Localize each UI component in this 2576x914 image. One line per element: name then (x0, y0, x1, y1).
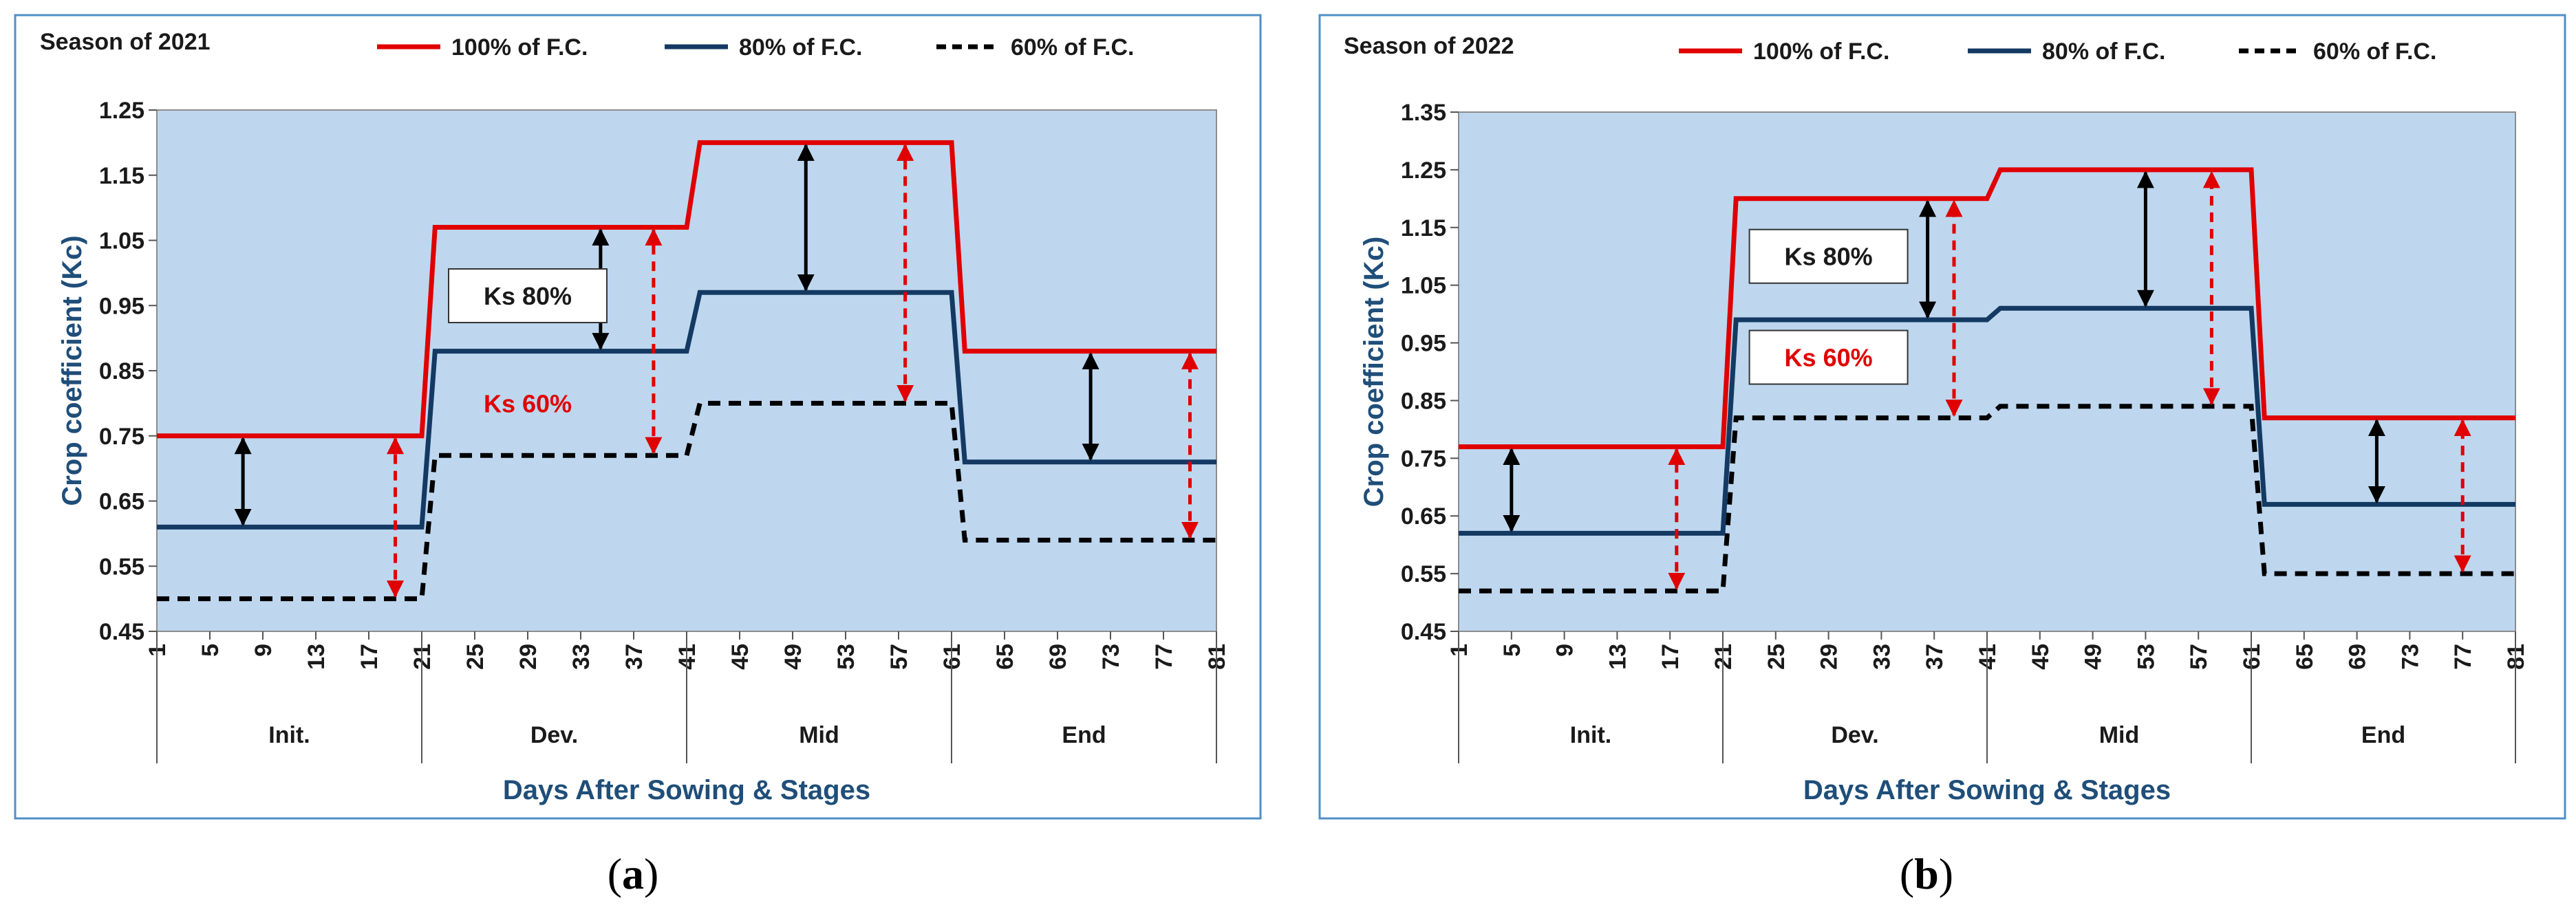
x-tick-label: 37 (621, 644, 647, 670)
y-tick-label: 0.75 (99, 424, 144, 450)
x-tick-label: 73 (1098, 644, 1124, 670)
x-tick-label: 73 (2397, 644, 2423, 670)
series-line-60 (157, 400, 1216, 602)
y-tick-label: 0.85 (1401, 388, 1446, 414)
x-tick-label: 33 (568, 644, 594, 670)
x-tick-label: 49 (780, 644, 806, 670)
x-tick-label: 57 (886, 644, 912, 670)
plot-area (1458, 111, 2516, 632)
annotation-label: Ks 80% (484, 282, 572, 310)
legend-entry: 60% of F.C. (2313, 39, 2436, 65)
x-tick-label: 5 (197, 644, 224, 657)
x-tick-label: 69 (1045, 644, 1071, 670)
y-tick-label: 0.85 (99, 358, 144, 384)
x-tick-label: 69 (2345, 644, 2371, 670)
y-axis-title: Crop coefficient (Kc) (57, 235, 87, 505)
x-tick-label: 29 (515, 644, 541, 670)
y-axis-title: Crop coefficient (Kc) (1359, 237, 1389, 507)
x-tick-label: 13 (303, 644, 330, 670)
x-tick-label: 9 (250, 644, 277, 657)
plot-area (156, 109, 1217, 632)
y-tick-label: 1.05 (1401, 273, 1446, 299)
x-tick-label: 45 (2028, 644, 2054, 670)
annotation-box (1748, 228, 1909, 284)
series-line-100 (1459, 167, 2515, 450)
y-tick-label: 1.25 (99, 98, 144, 124)
x-tick-label: 57 (2186, 644, 2212, 670)
stage-label: Init. (1570, 722, 1611, 748)
y-tick-label: 0.95 (1401, 331, 1446, 357)
panel-label: (b) (1900, 849, 1953, 898)
annotation-label: Ks 80% (1785, 243, 1873, 271)
x-tick-label: 53 (833, 644, 859, 670)
x-axis-title: Days After Sowing & Stages (503, 775, 870, 805)
x-tick-label: 45 (727, 644, 753, 670)
series-line-60 (1459, 404, 2515, 594)
panel-label: (a) (608, 849, 659, 898)
legend-entry: 80% of F.C. (739, 34, 862, 61)
stage-label: End (2361, 722, 2405, 748)
y-tick-label: 0.45 (1401, 619, 1446, 645)
x-tick-label: 25 (462, 644, 489, 670)
y-tick-label: 0.55 (99, 554, 144, 580)
x-tick-label: 37 (1922, 644, 1948, 670)
x-tick-label: 49 (2081, 644, 2107, 670)
y-tick-label: 0.55 (1401, 561, 1446, 587)
y-tick-label: 0.45 (99, 619, 144, 645)
x-tick-label: 65 (2292, 644, 2318, 670)
annotation-label: Ks 60% (1785, 344, 1873, 372)
x-tick-label: 33 (1869, 644, 1895, 670)
x-axis-title: Days After Sowing & Stages (1803, 775, 2171, 805)
legend-entry: 60% of F.C. (1011, 34, 1134, 61)
annotation-label: Ks 60% (484, 389, 572, 417)
y-tick-label: 1.35 (1401, 100, 1446, 126)
x-tick-label: 5 (1499, 644, 1525, 657)
chart-panel-b: Season of 2022 100% of F.C. 80% of F.C. 60%… (1318, 14, 2566, 898)
x-tick-label: 17 (1657, 644, 1684, 670)
y-tick-label: 0.75 (1401, 446, 1446, 472)
y-tick-label: 1.25 (1401, 157, 1446, 184)
annotation-box (1748, 329, 1909, 385)
chart-title: Season of 2022 (1344, 33, 1514, 59)
y-tick-label: 1.15 (99, 163, 144, 189)
stage-label: Mid (799, 722, 839, 748)
legend-entry: 100% of F.C. (1753, 39, 1889, 65)
x-tick-label: 77 (1151, 644, 1177, 670)
stage-label: Init. (268, 722, 310, 748)
legend-entry: 100% of F.C. (451, 34, 588, 61)
y-tick-label: 0.65 (1401, 503, 1446, 530)
legend-entry: 80% of F.C. (2042, 39, 2165, 65)
y-tick-label: 0.95 (99, 293, 144, 319)
x-tick-label: 77 (2450, 644, 2476, 670)
stage-label: Dev. (530, 722, 578, 748)
x-tick-label: 25 (1763, 644, 1790, 670)
annotation-box (448, 268, 608, 324)
annotation-backdrop (449, 376, 607, 431)
series-line-100 (157, 140, 1216, 439)
stage-label: Dev. (1831, 722, 1878, 748)
y-tick-label: 0.65 (99, 489, 144, 515)
chart-panel-a: Season of 2021 100% of F.C. 80% of F.C. 60%… (14, 14, 1262, 898)
y-tick-label: 1.15 (1401, 215, 1446, 241)
series-line-80 (157, 290, 1216, 530)
x-tick-label: 9 (1552, 644, 1578, 657)
x-tick-label: 53 (2133, 644, 2159, 670)
x-tick-label: 29 (1816, 644, 1843, 670)
stage-label: Mid (2099, 722, 2140, 748)
stage-label: End (1062, 722, 1106, 748)
y-tick-label: 1.05 (99, 228, 144, 254)
x-tick-label: 17 (356, 644, 383, 670)
x-tick-label: 65 (992, 644, 1018, 670)
chart-title: Season of 2021 (40, 29, 211, 55)
x-tick-label: 13 (1604, 644, 1631, 670)
series-line-80 (1459, 305, 2515, 536)
